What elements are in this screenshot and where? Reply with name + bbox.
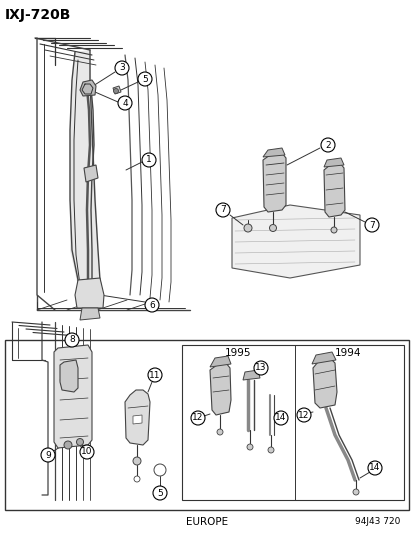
Polygon shape <box>231 205 359 278</box>
Circle shape <box>269 224 276 231</box>
Polygon shape <box>312 358 336 408</box>
Text: 1994: 1994 <box>334 348 361 358</box>
Polygon shape <box>80 80 96 96</box>
Polygon shape <box>242 370 259 380</box>
Bar <box>182 345 403 500</box>
Circle shape <box>133 457 141 465</box>
Polygon shape <box>70 50 100 295</box>
Polygon shape <box>84 165 98 182</box>
Text: 1: 1 <box>146 156 152 165</box>
Text: 9: 9 <box>45 450 51 459</box>
Circle shape <box>138 72 152 86</box>
Text: 14: 14 <box>368 464 380 472</box>
Polygon shape <box>54 345 92 448</box>
Circle shape <box>364 218 378 232</box>
Circle shape <box>134 476 140 482</box>
Text: 1995: 1995 <box>224 348 251 358</box>
Polygon shape <box>323 158 343 167</box>
Circle shape <box>243 224 252 232</box>
Polygon shape <box>113 86 121 94</box>
Polygon shape <box>125 390 150 445</box>
Circle shape <box>320 138 334 152</box>
Circle shape <box>147 368 161 382</box>
Circle shape <box>145 298 159 312</box>
Text: 10: 10 <box>81 448 93 456</box>
Text: 4: 4 <box>122 99 128 108</box>
Polygon shape <box>262 148 284 157</box>
Text: 5: 5 <box>142 75 147 84</box>
Polygon shape <box>60 360 78 392</box>
Circle shape <box>153 486 166 500</box>
Circle shape <box>115 61 129 75</box>
Text: 6: 6 <box>149 301 154 310</box>
Circle shape <box>190 411 204 425</box>
Polygon shape <box>323 163 344 217</box>
Circle shape <box>142 153 156 167</box>
Polygon shape <box>209 363 230 415</box>
Circle shape <box>352 489 358 495</box>
Circle shape <box>267 447 273 453</box>
Circle shape <box>76 439 83 446</box>
Circle shape <box>254 361 267 375</box>
Text: 14: 14 <box>275 414 286 423</box>
Text: 94J43 720: 94J43 720 <box>354 518 399 527</box>
Polygon shape <box>262 153 285 212</box>
Circle shape <box>113 88 118 93</box>
Text: EUROPE: EUROPE <box>185 517 228 527</box>
Circle shape <box>273 411 287 425</box>
Polygon shape <box>80 308 100 320</box>
Polygon shape <box>75 278 104 308</box>
Circle shape <box>65 333 79 347</box>
Text: 2: 2 <box>324 141 330 149</box>
Text: 12: 12 <box>298 410 309 419</box>
Text: 7: 7 <box>368 221 374 230</box>
Circle shape <box>330 227 336 233</box>
Circle shape <box>367 461 381 475</box>
Circle shape <box>41 448 55 462</box>
Text: 3: 3 <box>119 63 125 72</box>
Circle shape <box>118 96 132 110</box>
Polygon shape <box>311 352 335 364</box>
Circle shape <box>296 408 310 422</box>
Text: 7: 7 <box>220 206 225 214</box>
Text: 5: 5 <box>157 489 162 497</box>
Circle shape <box>154 464 166 476</box>
Text: 13: 13 <box>255 364 266 373</box>
Circle shape <box>216 429 223 435</box>
Circle shape <box>216 203 230 217</box>
Text: 12: 12 <box>192 414 203 423</box>
Circle shape <box>80 445 94 459</box>
Polygon shape <box>209 356 230 367</box>
Text: 11: 11 <box>149 370 160 379</box>
Polygon shape <box>133 415 142 424</box>
Text: IXJ-720B: IXJ-720B <box>5 8 71 22</box>
Circle shape <box>64 441 72 449</box>
Text: 8: 8 <box>69 335 75 344</box>
Bar <box>5 340 408 510</box>
Circle shape <box>247 444 252 450</box>
